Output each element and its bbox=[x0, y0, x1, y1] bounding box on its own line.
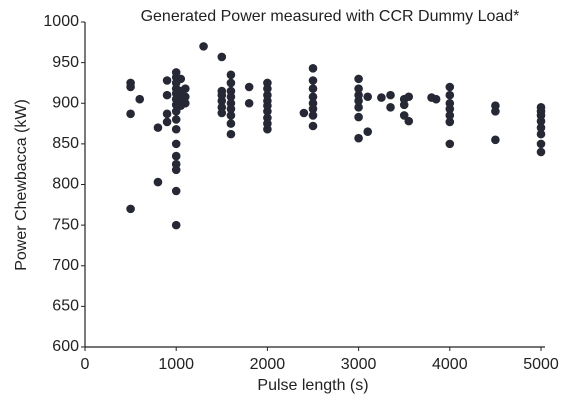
point bbox=[171, 139, 181, 149]
x-axis-label: Pulse length (s) bbox=[257, 377, 368, 394]
x-tick-label: 5000 bbox=[523, 356, 559, 373]
point bbox=[445, 117, 455, 127]
point bbox=[354, 103, 363, 112]
point bbox=[308, 121, 318, 131]
point bbox=[226, 111, 236, 120]
point bbox=[431, 94, 441, 104]
point bbox=[162, 90, 172, 100]
y-tick-label: 750 bbox=[52, 216, 79, 233]
point bbox=[445, 139, 455, 149]
y-tick-label: 850 bbox=[52, 135, 79, 152]
point bbox=[536, 123, 546, 132]
point bbox=[217, 108, 227, 118]
point bbox=[445, 82, 455, 92]
point bbox=[181, 98, 190, 108]
y-tick-label: 700 bbox=[52, 257, 79, 274]
point bbox=[217, 96, 227, 106]
point bbox=[308, 111, 318, 120]
point bbox=[226, 104, 236, 114]
point bbox=[308, 104, 318, 114]
y-tick-label: 950 bbox=[52, 54, 79, 71]
x-tick-label: 2000 bbox=[250, 356, 286, 373]
point bbox=[377, 93, 386, 102]
point bbox=[176, 74, 186, 84]
point bbox=[153, 123, 163, 132]
point bbox=[491, 135, 500, 145]
point bbox=[308, 76, 318, 85]
point bbox=[226, 78, 236, 88]
x-tick-label: 1000 bbox=[158, 356, 194, 373]
point bbox=[445, 90, 455, 100]
point bbox=[171, 124, 181, 134]
x-tick-label: 4000 bbox=[432, 356, 468, 373]
point bbox=[354, 112, 363, 122]
x-tick-label: 0 bbox=[81, 356, 90, 373]
y-tick-label: 1000 bbox=[43, 13, 79, 30]
point bbox=[404, 116, 414, 126]
point bbox=[445, 104, 455, 114]
y-tick-label: 600 bbox=[52, 338, 79, 355]
point bbox=[181, 92, 190, 102]
point bbox=[354, 74, 363, 84]
point bbox=[536, 147, 546, 157]
point bbox=[226, 119, 236, 128]
point bbox=[354, 133, 363, 143]
y-tick-label: 650 bbox=[52, 298, 79, 315]
y-axis-label: Power Chewbacca (kW) bbox=[13, 99, 30, 271]
y-tick-label: 800 bbox=[52, 176, 79, 193]
point bbox=[445, 111, 455, 120]
point bbox=[263, 84, 272, 93]
point bbox=[244, 82, 254, 92]
point bbox=[171, 165, 181, 175]
point bbox=[263, 107, 272, 116]
point bbox=[263, 124, 272, 134]
point bbox=[181, 84, 190, 93]
point bbox=[308, 92, 318, 102]
point bbox=[404, 92, 414, 102]
point bbox=[363, 127, 373, 136]
x-tick-label: 3000 bbox=[341, 356, 377, 373]
point bbox=[126, 109, 135, 119]
point bbox=[308, 84, 318, 93]
point bbox=[171, 220, 181, 230]
point bbox=[354, 84, 363, 93]
point bbox=[491, 107, 500, 116]
point bbox=[354, 96, 363, 106]
point bbox=[226, 129, 236, 139]
point bbox=[199, 42, 208, 51]
point bbox=[536, 139, 546, 149]
chart-title: Generated Power measured with CCR Dummy … bbox=[141, 8, 520, 25]
point bbox=[162, 117, 172, 127]
point bbox=[171, 115, 181, 124]
point bbox=[126, 204, 135, 214]
point bbox=[363, 92, 373, 102]
point bbox=[399, 100, 409, 110]
point bbox=[162, 109, 172, 119]
point bbox=[171, 151, 181, 161]
point bbox=[226, 70, 236, 80]
y-tick-label: 900 bbox=[52, 94, 79, 111]
point bbox=[171, 186, 181, 196]
point bbox=[244, 98, 254, 108]
point bbox=[386, 103, 395, 112]
point bbox=[386, 90, 395, 100]
point bbox=[217, 52, 227, 62]
point bbox=[299, 108, 309, 118]
point bbox=[536, 116, 546, 126]
point bbox=[536, 129, 546, 139]
point bbox=[135, 94, 145, 104]
point bbox=[153, 177, 163, 187]
point bbox=[162, 76, 172, 85]
point bbox=[126, 82, 135, 92]
point bbox=[308, 64, 318, 73]
point bbox=[226, 92, 236, 102]
